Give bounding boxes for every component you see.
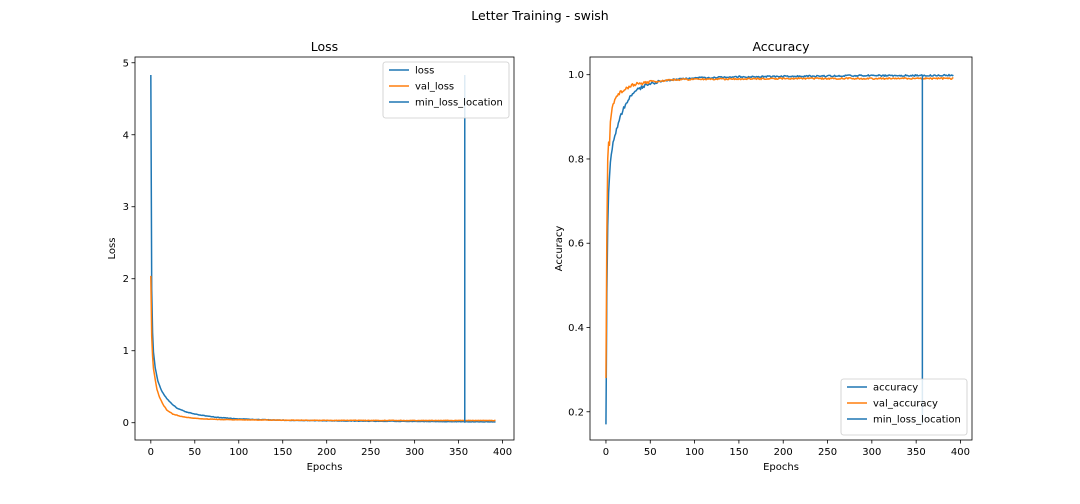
accuracy-xtick-label: 400	[951, 447, 970, 458]
loss-ytick-label: 1	[123, 346, 129, 357]
loss-ytick-label: 5	[123, 58, 129, 69]
accuracy-legend-box	[840, 378, 968, 436]
loss-title: Loss	[311, 39, 338, 54]
accuracy-ylabel: Accuracy	[554, 226, 565, 272]
loss-legend-box	[382, 61, 510, 119]
accuracy-plot-area	[589, 56, 973, 441]
accuracy-ytick-label: 0.8	[568, 154, 584, 165]
accuracy-ytick-label: 0.2	[568, 407, 584, 418]
accuracy-xtick-label: 50	[644, 447, 657, 458]
accuracy-xtick-label: 0	[603, 447, 609, 458]
figure-suptitle: Letter Training - swish	[471, 8, 608, 23]
loss-xtick-label: 250	[361, 447, 380, 458]
loss-ytick-label: 0	[123, 418, 129, 429]
loss-ytick-label: 2	[123, 274, 129, 285]
accuracy-ytick-label: 1.0	[568, 70, 584, 81]
accuracy-legend-label: val_accuracy	[873, 399, 938, 410]
accuracy-xtick-label: 250	[818, 447, 837, 458]
accuracy-xtick-label: 200	[774, 447, 793, 458]
loss-plot-area	[134, 56, 515, 441]
loss-xtick-label: 350	[449, 447, 468, 458]
loss-xtick-label: 200	[317, 447, 336, 458]
accuracy-ytick-label: 0.4	[568, 323, 584, 334]
accuracy-ytick-label: 0.6	[568, 239, 584, 250]
loss-ytick-label: 3	[123, 202, 129, 213]
loss-xtick-label: 0	[148, 447, 154, 458]
loss-xtick-label: 100	[229, 447, 248, 458]
accuracy-xtick-label: 100	[685, 447, 704, 458]
loss-xtick-label: 150	[273, 447, 292, 458]
accuracy-legend-label: accuracy	[873, 383, 918, 394]
loss-xtick-label: 400	[493, 447, 512, 458]
accuracy-xtick-label: 150	[729, 447, 748, 458]
accuracy-legend-label: min_loss_location	[873, 415, 961, 426]
loss-legend-label: loss	[415, 66, 434, 77]
loss-line-val-loss	[150, 275, 496, 422]
accuracy-chart: Accuracy 0 50 100 150 200 250 300 350 400 0.2 0.4 0.…	[554, 39, 973, 473]
loss-chart: Loss 0 50 100 150 200 250 300 350 400 0 1 2 3 4 5 Epochs…	[107, 39, 515, 473]
loss-xlabel: Epochs	[307, 462, 343, 473]
accuracy-xtick-label: 350	[907, 447, 926, 458]
accuracy-title: Accuracy	[752, 39, 810, 54]
loss-legend: loss val_loss min_loss_location	[382, 61, 510, 119]
accuracy-xlabel: Epochs	[763, 462, 799, 473]
accuracy-xtick-label: 300	[862, 447, 881, 458]
loss-ylabel: Loss	[107, 238, 118, 260]
loss-legend-label: val_loss	[415, 82, 454, 93]
accuracy-series-group	[605, 73, 954, 425]
accuracy-legend: accuracy val_accuracy min_loss_location	[840, 378, 968, 436]
loss-ytick-label: 4	[123, 130, 129, 141]
loss-xtick-label: 50	[188, 447, 201, 458]
loss-legend-label: min_loss_location	[415, 98, 503, 109]
accuracy-line-val-accuracy	[605, 76, 954, 379]
loss-xtick-label: 300	[405, 447, 424, 458]
loss-series-group	[150, 74, 496, 423]
